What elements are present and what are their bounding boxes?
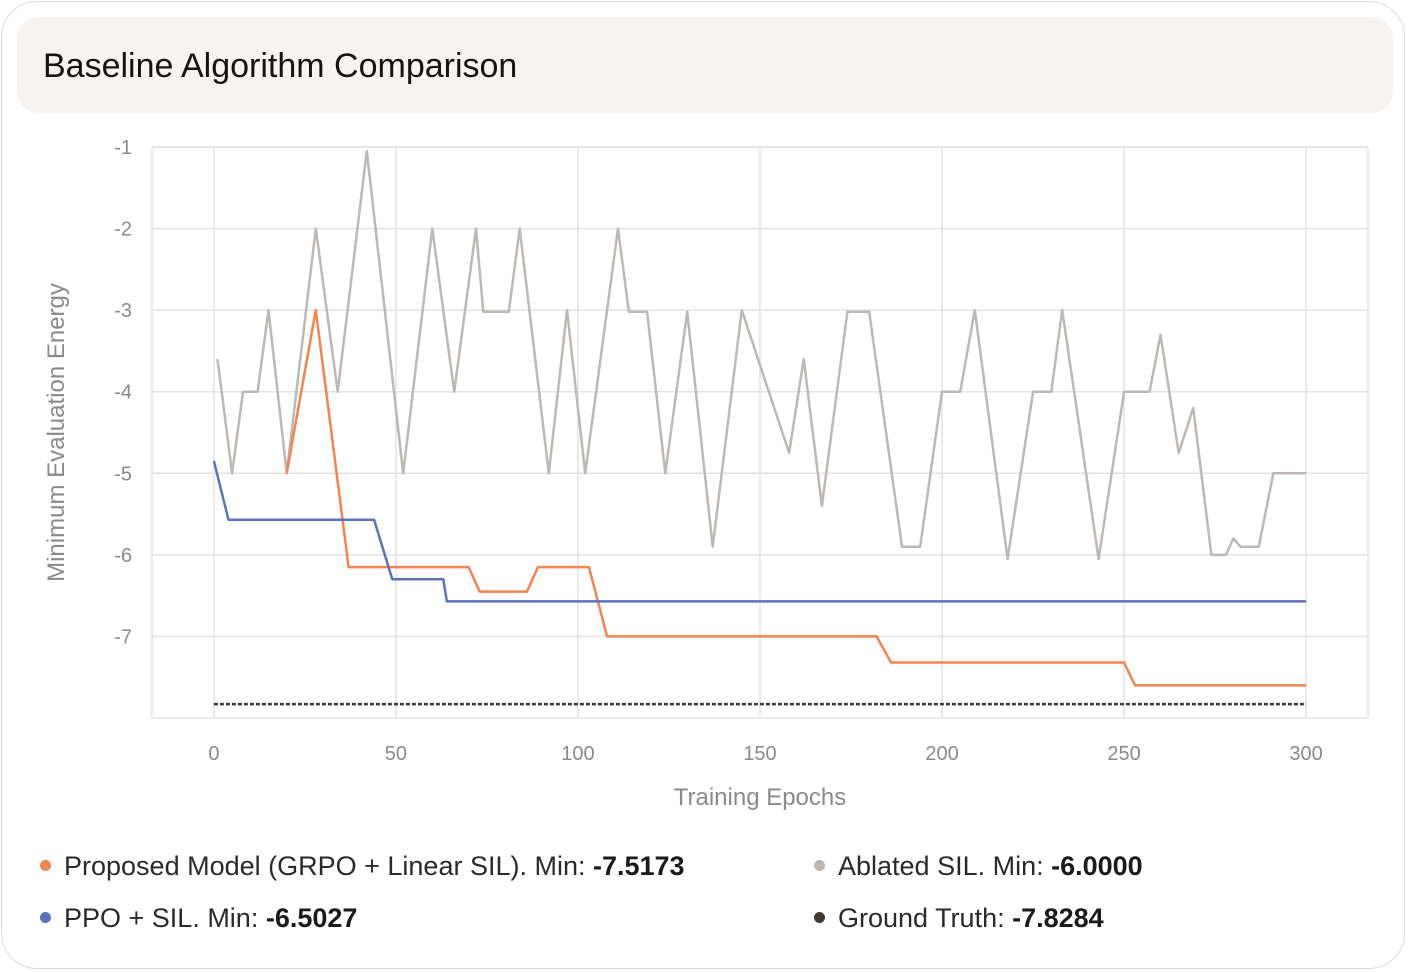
x-tick-label: 50 (385, 743, 407, 765)
legend-marker-ppo (40, 912, 51, 924)
x-tick-label: 150 (743, 743, 776, 765)
x-tick-label: 200 (925, 743, 958, 765)
y-tick-label: -3 (114, 300, 132, 322)
legend-label-ablated: Ablated SIL. Min: (838, 851, 1052, 881)
series-ppo-line (212, 460, 1307, 603)
x-tick-label: 250 (1107, 743, 1140, 765)
legend-label-proposed: Proposed Model (GRPO + Linear SIL). Min: (64, 851, 593, 881)
x-tick-label: 300 (1289, 743, 1322, 765)
y-tick-label: -5 (114, 463, 132, 485)
y-tick-label: -4 (114, 382, 132, 404)
series-proposed-line (285, 308, 1307, 687)
x-tick-label: 0 (208, 743, 219, 765)
legend-item-proposed: Proposed Model (GRPO + Linear SIL). Min:… (40, 851, 685, 882)
chart-header: Baseline Algorithm Comparison (17, 17, 1393, 113)
y-tick-label: -6 (114, 545, 132, 567)
series-ablated-line (216, 149, 1307, 561)
legend-value-ppo: -6.5027 (265, 903, 358, 933)
y-tick-label: -7 (114, 626, 132, 648)
y-axis-label: Minimum Evaluation Energy (43, 283, 70, 582)
legend-item-ablated: Ablated SIL. Min: -6.0000 (814, 851, 1143, 882)
legend-item-ppo: PPO + SIL. Min: -6.5027 (40, 903, 357, 934)
legend-value-ground-truth: -7.8284 (1012, 903, 1104, 933)
legend-marker-ablated (814, 860, 825, 872)
legend-marker-ground-truth (814, 912, 825, 924)
x-axis-label: Training Epochs (674, 784, 847, 811)
legend-item-ground-truth: Ground Truth: -7.8284 (814, 903, 1104, 934)
y-tick-label: -1 (114, 137, 132, 159)
y-tick-label: -2 (114, 219, 132, 241)
legend-label-ground-truth: Ground Truth: (838, 903, 1013, 933)
x-tick-label: 100 (561, 743, 594, 765)
legend-value-ablated: -6.0000 (1051, 851, 1143, 881)
legend-label-ppo: PPO + SIL. Min: (64, 903, 266, 933)
legend-value-proposed: -7.5173 (592, 851, 685, 881)
legend-marker-proposed (40, 860, 51, 872)
chart-title: Baseline Algorithm Comparison (43, 47, 518, 85)
